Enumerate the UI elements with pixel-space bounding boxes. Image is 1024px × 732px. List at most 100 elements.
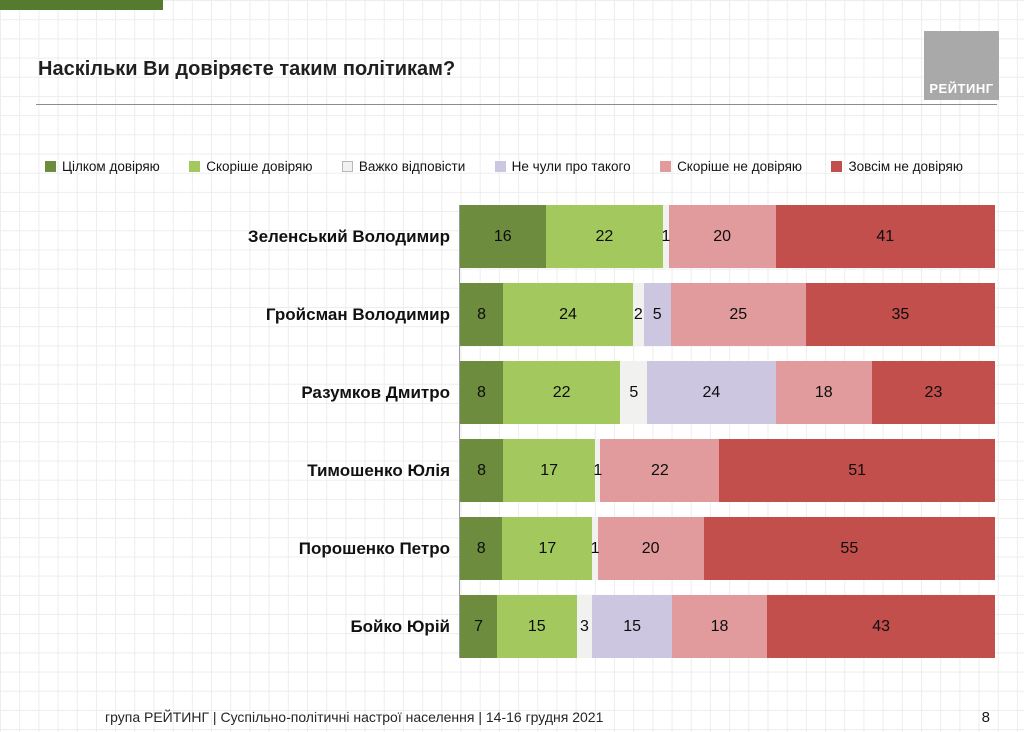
- title-divider: [36, 104, 997, 105]
- chart-row: Разумков Дмитро 8 22 5 24 18 23: [36, 361, 995, 424]
- bar-segment: 17: [502, 517, 593, 580]
- segment-value: 8: [476, 539, 486, 557]
- bar-segment: 2: [632, 283, 644, 346]
- bar-segment: 8: [460, 361, 503, 424]
- bar-segment: 5: [643, 283, 671, 346]
- bar-segment: 22: [600, 439, 720, 502]
- bar-segment: 55: [703, 517, 995, 580]
- chart-row: Зеленський Володимир 16 22 1 20 41: [36, 205, 995, 268]
- segment-value: 22: [595, 227, 614, 245]
- legend-item: Скоріше не довіряю: [660, 159, 802, 174]
- bar-segment: 18: [671, 595, 768, 658]
- legend-item: Зовсім не довіряю: [831, 159, 963, 174]
- bar-segment: 18: [775, 361, 872, 424]
- bar-segment: 3: [576, 595, 593, 658]
- bar: 8 24 2 5 25 35: [460, 283, 995, 346]
- bar-segment: 7: [460, 595, 498, 658]
- segment-value: 8: [477, 305, 487, 323]
- bar-segment: 15: [592, 595, 672, 658]
- legend-swatch: [660, 160, 672, 172]
- segment-value: 25: [729, 305, 748, 323]
- legend-label: Скоріше довіряю: [206, 158, 313, 174]
- segment-value: 2: [633, 305, 643, 323]
- segment-value: 23: [924, 383, 943, 401]
- bar-segment: 23: [871, 361, 995, 424]
- segment-value: 22: [552, 383, 571, 401]
- chart-row: Гройсман Володимир 8 24 2 5 25 35: [36, 283, 995, 346]
- legend-swatch: [45, 160, 56, 172]
- legend-swatch: [189, 160, 201, 172]
- bar-segment: 22: [502, 361, 621, 424]
- bar-segment: 24: [503, 283, 633, 346]
- segment-value: 8: [477, 461, 487, 479]
- chart-row: Бойко Юрій 7 15 3 15 18 43: [36, 595, 995, 658]
- chart-row: Порошенко Петро 8 17 1 20 55: [36, 517, 995, 580]
- bar-segment: 24: [647, 361, 776, 424]
- politician-label: Гройсман Володимир: [265, 304, 450, 324]
- politician-label: Разумков Дмитро: [301, 382, 450, 402]
- page-title: Наскільки Ви довіряєте таким політикам?: [38, 58, 456, 80]
- legend-swatch: [831, 160, 843, 172]
- segment-value: 16: [493, 227, 512, 245]
- segment-value: 20: [713, 227, 732, 245]
- legend-label: Не чули про такого: [511, 158, 631, 174]
- segment-value: 20: [641, 539, 660, 557]
- bar-segment: 1: [661, 205, 671, 268]
- segment-value: 43: [872, 617, 890, 635]
- segment-value: 15: [623, 617, 642, 635]
- bar-segment: 15: [497, 595, 577, 658]
- legend-item: Важко відповісти: [341, 158, 466, 174]
- segment-value: 41: [876, 227, 895, 245]
- bar-segment: 41: [775, 205, 995, 268]
- segment-value: 24: [702, 383, 721, 401]
- bar-segment: 35: [805, 283, 995, 346]
- legend-swatch: [341, 160, 353, 172]
- y-axis-line: [459, 205, 460, 658]
- bar: 7 15 3 15 18 43: [460, 595, 995, 658]
- segment-value: 15: [527, 617, 546, 635]
- segment-value: 17: [538, 539, 557, 557]
- bar-segment: 8: [460, 439, 504, 502]
- segment-value: 8: [476, 383, 486, 401]
- politician-label: Зеленський Володимир: [247, 226, 450, 246]
- legend-label: Скоріше не довіряю: [677, 158, 803, 174]
- bar-segment: 16: [460, 205, 546, 268]
- bar-segment: 17: [503, 439, 596, 502]
- bar: 8 17 1 22 51: [460, 439, 995, 502]
- politician-label: Порошенко Петро: [298, 538, 450, 558]
- segment-value: 51: [848, 461, 867, 479]
- legend-label: Зовсім не довіряю: [848, 158, 963, 174]
- segment-value: 17: [540, 461, 559, 479]
- bar-segment: 22: [545, 205, 664, 268]
- segment-value: 3: [580, 617, 589, 635]
- legend-item: Цілком довіряю: [45, 159, 160, 174]
- bar-segment: 51: [719, 439, 995, 502]
- bar-segment: 8: [460, 517, 503, 580]
- politician-label: Тимошенко Юлія: [307, 460, 450, 480]
- legend-item: Скоріше довіряю: [189, 159, 312, 174]
- top-accent-bar: [0, 0, 163, 10]
- segment-value: 55: [840, 539, 859, 557]
- segment-value: 5: [652, 305, 662, 323]
- bar-segment: 1: [593, 439, 603, 502]
- bar-segment: 1: [591, 517, 600, 580]
- rating-logo: РЕЙТИНГ: [924, 31, 999, 100]
- legend: Цілком довіряю Скоріше довіряю Важко відпо…: [45, 155, 963, 177]
- legend-label: Важко відповісти: [358, 158, 466, 174]
- segment-value: 1: [661, 227, 671, 245]
- legend-swatch: [494, 160, 506, 172]
- segment-value: 1: [593, 461, 603, 479]
- bar-segment: 8: [460, 283, 504, 346]
- page-number: 8: [981, 709, 990, 726]
- legend-label: Цілком довіряю: [62, 158, 160, 174]
- bar-segment: 20: [597, 517, 704, 580]
- segment-value: 18: [710, 617, 729, 635]
- segment-value: 22: [651, 461, 669, 479]
- segment-value: 5: [629, 383, 639, 401]
- segment-value: 18: [814, 383, 833, 401]
- legend-item: Не чули про такого: [494, 158, 631, 174]
- trust-chart: Зеленський Володимир 16 22 1 20 41 Гройсман Во…: [36, 205, 995, 658]
- segment-value: 35: [891, 305, 910, 323]
- bar-segment: 43: [767, 595, 995, 658]
